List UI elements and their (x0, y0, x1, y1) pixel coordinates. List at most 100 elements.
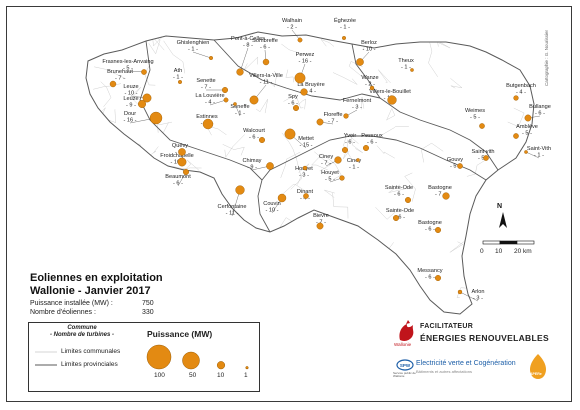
power-marker-yvoir (342, 146, 349, 153)
commune-label-beaumont: Beaumont (165, 174, 191, 180)
commune-turbines-sainte-ode: - 6 - (394, 192, 404, 198)
legend-commune-heading: Commune (67, 325, 97, 331)
facilitateur-line2: ÉNERGIES RENOUVELABLES (420, 333, 549, 343)
commune-label-chimay: Chimay (243, 158, 262, 164)
power-marker-dour (149, 111, 163, 125)
commune-label-bastogne: Bastogne (428, 185, 452, 191)
commune-turbines-perwez: - 16 - (298, 59, 311, 65)
power-marker-houyet (339, 175, 345, 181)
commune-label-froidchapelle: Froidchapelle (160, 153, 194, 159)
commune-turbines-pont-a-celles: - 8 - (243, 43, 253, 49)
commune-turbines-wanze: - 2 - (365, 82, 375, 88)
legend-circle-50 (182, 351, 200, 370)
commune-turbines-messancy: - 6 - (425, 275, 435, 281)
commune-turbines-brunehaut: - 7 - (115, 76, 125, 82)
legend-provincial-limits: Limites provinciales (61, 361, 118, 368)
north-label: N (497, 203, 503, 210)
commune-label-walcourt: Walcourt (243, 128, 265, 134)
commune-label-pessoux: Pessoux (361, 133, 383, 139)
power-marker-sombreffe (262, 58, 270, 66)
wallonie-rooster-logo-icon (399, 320, 414, 341)
commune-label-ciney: Ciney (347, 158, 362, 164)
province-boundaries (85, 31, 535, 315)
apere-wordmark: APERe (530, 372, 542, 376)
commune-label-brunehaut: Brunehaut (107, 69, 133, 75)
commune-turbines-gouvy: - 5 - (450, 164, 460, 170)
wind-power-markers (109, 36, 532, 295)
commune-label-villers-la-ville: Villers-la-Ville (249, 73, 283, 79)
commune-turbines-seneffe: - 1 - (235, 111, 245, 117)
apere-logo-icon (530, 354, 546, 379)
commune-label-saint-vith: Saint-Vith (527, 146, 551, 152)
commune-label-frasnes-les-anvaing: Frasnes-les-Anvaing (102, 59, 153, 65)
commune-turbines-ciney: - 1 - (349, 165, 359, 171)
commune-turbines-la-louviere: - 4 - (205, 100, 215, 106)
commune-label-houyet: Houyet (321, 170, 339, 176)
commune-label-fernelmont: Fernelmont (343, 98, 372, 104)
power-marker-sainte-ode (393, 214, 400, 221)
commune-label-theux: Theux (398, 58, 414, 64)
power-marker-weimes (479, 123, 485, 129)
power-marker-perwez (294, 72, 306, 84)
commune-label-dinant: Dinant (297, 189, 314, 195)
commune-turbines-yvoir: - 6 - (345, 140, 355, 146)
power-marker-dinant (303, 193, 309, 199)
commune-label-ciney: Ciney (319, 154, 334, 160)
power-marker-la-louviere (223, 97, 229, 103)
commune-turbines-dour: - 16 - (123, 118, 136, 124)
commune-turbines-ath: - 1 - (173, 75, 183, 81)
commune-label-gouvy: Gouvy (447, 157, 463, 163)
power-marker-bastogne (442, 192, 450, 200)
legend-line-swatches (35, 351, 57, 366)
power-marker-leuze (142, 93, 152, 103)
power-marker-pessoux (363, 144, 370, 151)
commune-label-pont-a-celles: Pont-à-Celles (231, 36, 265, 42)
commune-label-arlon: Arlon (471, 289, 484, 295)
legend-power-50: 50 (189, 372, 197, 379)
svg-text:SPW: SPW (400, 363, 411, 368)
commune-label-spy: Spy (288, 94, 298, 100)
commune-turbines-saint-vith: - 1 - (534, 153, 544, 159)
commune-label-leuze: Leuze (123, 96, 138, 102)
commune-label-villers-le-bouillet: Villers-le-Bouillet (369, 89, 411, 95)
commune-turbines-la-bruyere: - 4 - (306, 89, 316, 95)
commune-turbines-villers-la-ville: - 11 - (260, 80, 273, 86)
legend-circle-1 (245, 366, 249, 370)
power-marker-couvin (277, 193, 287, 203)
leader-line-pont-a-celles (239, 47, 249, 73)
wallonie-wordmark: Wallonie (394, 342, 412, 347)
stat-power-label: Puissance installée (MW) : (30, 300, 113, 307)
legend-turbines-heading: - Nombre de turbines - (49, 332, 114, 338)
leader-line-la-louviere (209, 99, 227, 106)
commune-turbines-bastogne: - 6 - (425, 227, 435, 233)
commune-turbines-theux: - 1 - (401, 65, 411, 71)
scale-tick-10: 10 (495, 248, 503, 255)
power-marker-mettet (284, 128, 296, 140)
power-marker-la-bruyere (300, 88, 308, 96)
power-marker-eghezee (342, 36, 347, 41)
power-marker-messancy (435, 275, 442, 282)
legend-circle-100 (146, 344, 172, 370)
power-marker-bullange (524, 114, 532, 122)
power-marker-senette (221, 86, 228, 93)
commune-label-messancy: Messancy (417, 268, 442, 274)
commune-turbines-ambleve: - 5 - (522, 131, 532, 137)
power-marker-ambleve (513, 133, 519, 139)
commune-turbines-houyet: - 3 - (299, 173, 309, 179)
scale-tick-0: 0 (480, 248, 484, 255)
power-marker-estinnes (202, 118, 214, 130)
scale-bar (482, 240, 535, 245)
commune-turbines-leuze: - 10 - (124, 91, 137, 97)
commune-turbines-spy: - 6 - (288, 101, 298, 107)
commune-label-saint-vith: Saint vith (471, 149, 494, 155)
commune-turbines-chimay: - 9 - (247, 165, 257, 171)
power-marker-walcourt (259, 136, 266, 143)
commune-turbines-bullange: - 6 - (535, 111, 545, 117)
north-arrow-icon (499, 212, 507, 228)
spw-program: Electricité verte et Cogénération (416, 360, 516, 367)
power-marker-spy (293, 104, 300, 111)
power-marker-frasnes-les-anvaing (141, 69, 147, 75)
commune-label-bastogne: Bastogne (418, 220, 442, 226)
